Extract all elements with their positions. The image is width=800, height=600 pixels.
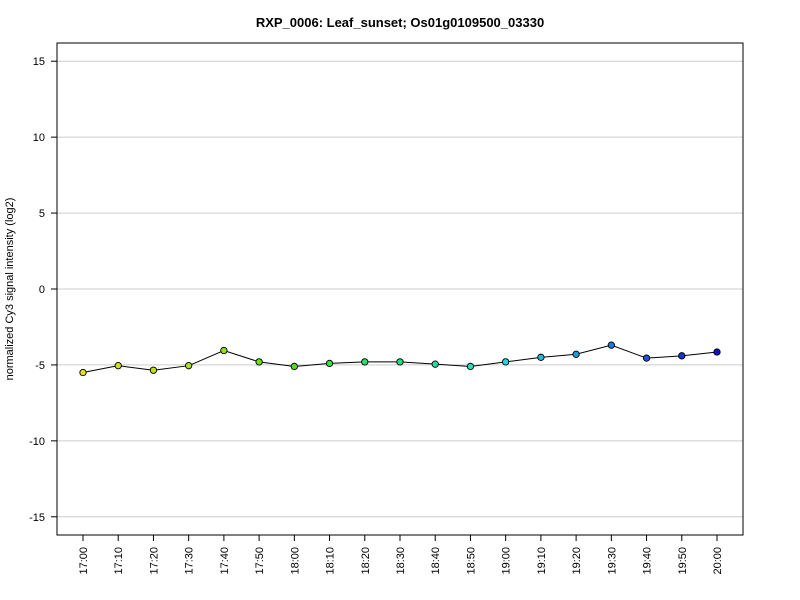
data-point <box>185 362 193 370</box>
data-point <box>537 353 545 361</box>
data-point <box>220 346 228 355</box>
data-point <box>572 350 580 358</box>
data-point <box>325 359 334 368</box>
y-tick-label: 15 <box>33 56 45 68</box>
x-tick-label: 18:50 <box>465 547 477 575</box>
gridlines <box>57 60 743 518</box>
data-point <box>642 354 651 362</box>
x-tick-label: 17:30 <box>184 547 196 575</box>
data-point <box>114 362 122 370</box>
y-tick-label: 5 <box>39 208 45 220</box>
x-tick-label: 19:00 <box>501 547 513 575</box>
x-tick-label: 17:20 <box>148 547 160 575</box>
x-tick-label: 17:40 <box>219 547 231 575</box>
x-tick-label: 19:50 <box>677 547 689 575</box>
x-tick-label: 19:40 <box>642 547 654 575</box>
data-point <box>502 358 510 366</box>
series-points <box>79 341 721 377</box>
x-tick-label: 18:10 <box>325 547 337 575</box>
x-tick-label: 19:10 <box>536 547 548 575</box>
x-tick-label: 18:00 <box>289 547 301 575</box>
data-point <box>678 352 686 360</box>
data-point <box>255 358 263 366</box>
y-tick-label: -5 <box>35 360 45 372</box>
x-tick-label: 20:00 <box>712 547 724 575</box>
y-tick-label: 10 <box>33 132 45 144</box>
chart-title: RXP_0006: Leaf_sunset; Os01g0109500_0333… <box>256 15 544 30</box>
x-tick-label: 17:10 <box>113 547 125 575</box>
y-tick-label: -15 <box>29 512 45 524</box>
data-point <box>466 362 475 371</box>
data-point <box>149 366 158 374</box>
x-tick-label: 17:50 <box>254 547 266 575</box>
data-point <box>713 348 721 356</box>
data-point <box>431 360 439 368</box>
x-tick-label: 18:20 <box>360 547 372 575</box>
data-point <box>79 368 87 377</box>
data-point <box>290 362 298 371</box>
data-point <box>607 341 615 349</box>
data-point <box>361 358 369 366</box>
x-tick-label: 18:30 <box>395 547 407 575</box>
y-tick-label: 0 <box>39 284 45 296</box>
x-tick-label: 19:30 <box>606 547 618 575</box>
y-axis-label: normalized Cy3 signal intensity (log2) <box>4 198 16 381</box>
x-tick-label: 17:00 <box>78 547 90 575</box>
y-tick-label: -10 <box>29 436 45 448</box>
x-tick-label: 19:20 <box>571 547 583 575</box>
x-tick-label: 18:40 <box>430 547 442 575</box>
x-axis: 17:00 17:10 17:20 17:30 17:40 17:50 18:00 18:10… <box>78 534 724 575</box>
y-axis: 15 10 5 0 -5 -10 -15 <box>29 47 58 531</box>
data-point <box>396 358 404 366</box>
